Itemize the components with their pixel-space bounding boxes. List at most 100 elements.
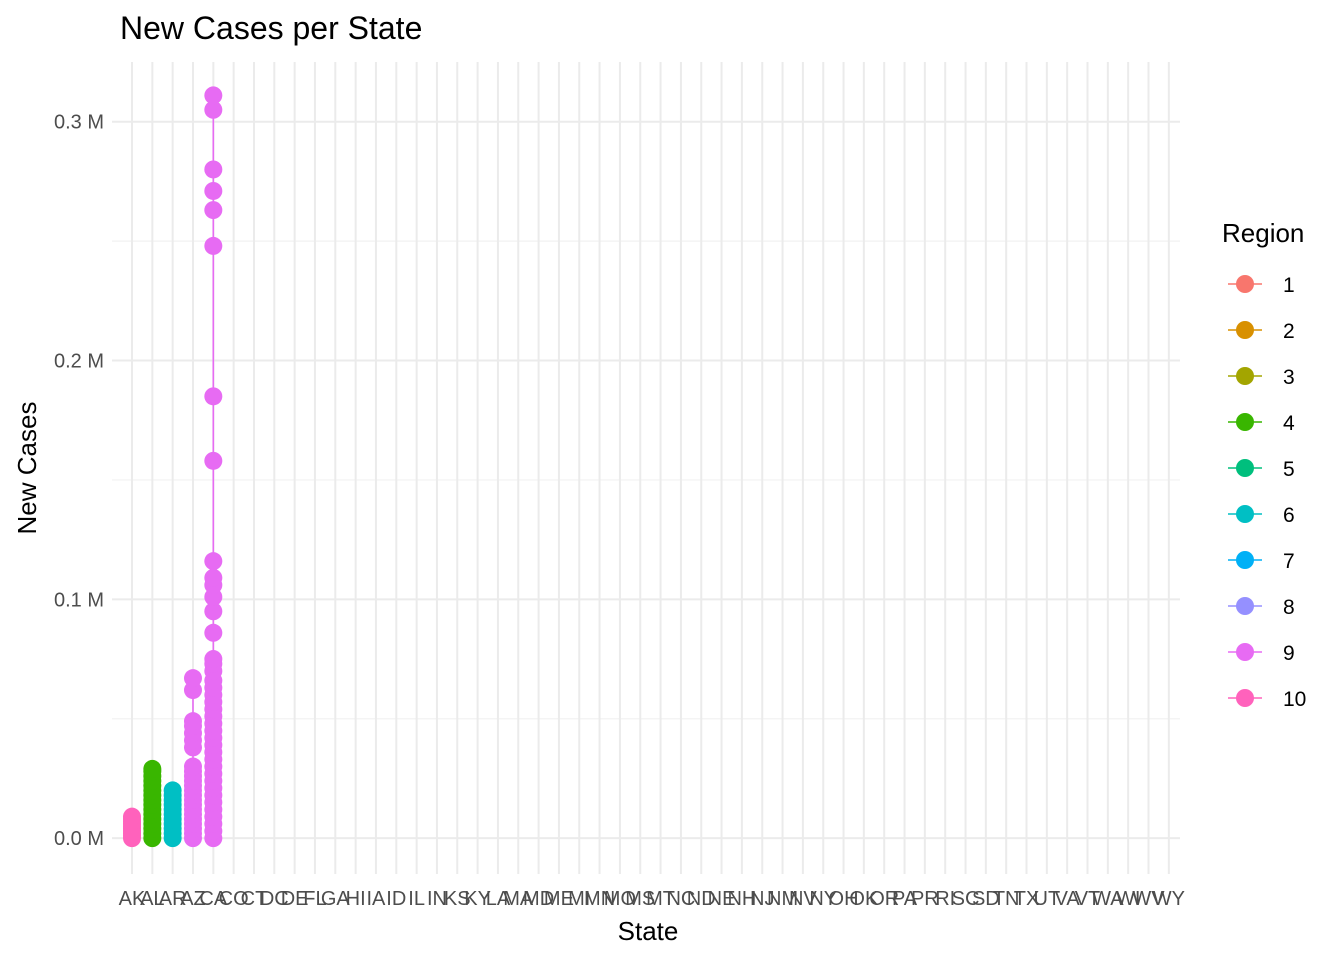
- x-tick-label: MS: [625, 888, 655, 910]
- x-tick-label: VA: [1055, 888, 1081, 910]
- x-tick-label: SC: [952, 888, 980, 910]
- data-point: [183, 712, 202, 731]
- x-tick-label: NE: [708, 888, 736, 910]
- y-axis-title: New Cases: [12, 402, 42, 535]
- x-tick-label: PA: [892, 888, 918, 910]
- x-tick-label: IL: [408, 888, 425, 910]
- legend-key-dot: [1236, 367, 1254, 385]
- x-tick-label: KS: [444, 888, 471, 910]
- data-point: [163, 781, 182, 800]
- x-tick-label: ME: [544, 888, 574, 910]
- legend: Region 1 2 3 4 5 6 7 8 9 10: [1222, 218, 1306, 711]
- legend-label: 10: [1283, 688, 1306, 711]
- data-point: [183, 757, 202, 776]
- x-tick-label: RI: [935, 888, 955, 910]
- x-tick-label: AZ: [180, 888, 206, 910]
- x-tick-label: TX: [1014, 888, 1040, 910]
- x-axis-title: State: [618, 916, 679, 946]
- x-tick-label: AR: [159, 888, 187, 910]
- chart-title: New Cases per State: [120, 10, 423, 46]
- data-point: [204, 552, 223, 571]
- data-series: [123, 86, 223, 848]
- x-tick-label: NJ: [750, 888, 774, 910]
- legend-label: 5: [1283, 458, 1295, 481]
- legend-label: 7: [1283, 550, 1295, 573]
- data-point: [204, 236, 223, 255]
- data-point: [183, 669, 202, 688]
- x-tick-label: OR: [869, 888, 899, 910]
- x-tick-label: IN: [427, 888, 447, 910]
- data-point: [123, 807, 141, 826]
- legend-key-dot: [1236, 413, 1254, 431]
- x-tick-label: IA: [367, 888, 387, 910]
- legend-key-dot: [1236, 643, 1254, 661]
- data-point: [204, 160, 223, 179]
- legend-key-dot: [1236, 459, 1254, 477]
- data-point: [204, 623, 223, 642]
- legend-label: 4: [1283, 412, 1295, 435]
- x-tick-label: MO: [604, 888, 636, 910]
- x-tick-label: LA: [486, 888, 511, 910]
- x-tick-label: MI: [568, 888, 590, 910]
- data-point: [204, 602, 223, 621]
- x-tick-label: DE: [281, 888, 309, 910]
- data-point: [204, 451, 223, 470]
- legend-label: 2: [1283, 320, 1295, 343]
- data-point: [143, 759, 162, 778]
- legend-key-dot: [1236, 321, 1254, 339]
- legend-key-dot: [1236, 505, 1254, 523]
- x-tick-label: CO: [219, 888, 249, 910]
- x-tick-label: WI: [1116, 888, 1140, 910]
- legend-label: 8: [1283, 596, 1295, 619]
- legend-key-dot: [1236, 689, 1254, 707]
- x-tick-label: MD: [523, 888, 554, 910]
- x-tick-label: ID: [386, 888, 406, 910]
- x-tick-label: OH: [829, 888, 859, 910]
- data-point: [204, 201, 223, 220]
- legend-key-dot: [1236, 597, 1254, 615]
- data-point: [204, 387, 223, 406]
- x-tick-label: TN: [993, 888, 1020, 910]
- x-tick-label: CT: [241, 888, 268, 910]
- data-point: [204, 86, 223, 105]
- x-tick-label: UT: [1034, 888, 1061, 910]
- y-tick-label: 0.2 M: [54, 351, 104, 373]
- data-point: [204, 181, 223, 200]
- x-tick-label: FL: [303, 888, 326, 910]
- x-tick-label: PR: [911, 888, 939, 910]
- legend-label: 1: [1283, 274, 1295, 297]
- x-tick-label: MA: [503, 888, 534, 910]
- x-tick-label: SD: [972, 888, 1000, 910]
- x-tick-label: ND: [687, 888, 716, 910]
- x-tick-label: DC: [260, 888, 289, 910]
- x-tick-label: NY: [809, 888, 837, 910]
- x-tick-label: WV: [1132, 888, 1165, 910]
- legend-label: 9: [1283, 642, 1295, 665]
- x-tick-label: NC: [666, 888, 695, 910]
- legend-key-dot: [1236, 551, 1254, 569]
- x-tick-label: AL: [140, 888, 164, 910]
- x-tick-label: VT: [1075, 888, 1101, 910]
- y-tick-label: 0.0 M: [54, 828, 104, 850]
- data-point: [204, 568, 223, 587]
- x-tick-label: AK: [119, 888, 146, 910]
- x-tick-label: CA: [199, 888, 227, 910]
- x-tick-label: MT: [646, 888, 675, 910]
- data-point: [204, 100, 223, 119]
- x-tick-label: OK: [849, 888, 879, 910]
- y-tick-label: 0.3 M: [54, 112, 104, 134]
- legend-key-dot: [1236, 275, 1254, 293]
- x-tick-label: KY: [464, 888, 491, 910]
- grid-lines: [112, 62, 1180, 874]
- x-tick-label: NM: [767, 888, 798, 910]
- x-tick-label: NV: [789, 888, 817, 910]
- y-axis-ticks: 0.0 M 0.1 M 0.2 M 0.3 M: [54, 112, 104, 850]
- x-tick-label: NH: [727, 888, 756, 910]
- x-tick-label: WY: [1153, 888, 1185, 910]
- data-point: [204, 650, 223, 669]
- legend-title: Region: [1222, 218, 1304, 248]
- x-tick-label: WA: [1092, 888, 1124, 910]
- x-tick-label: MN: [584, 888, 615, 910]
